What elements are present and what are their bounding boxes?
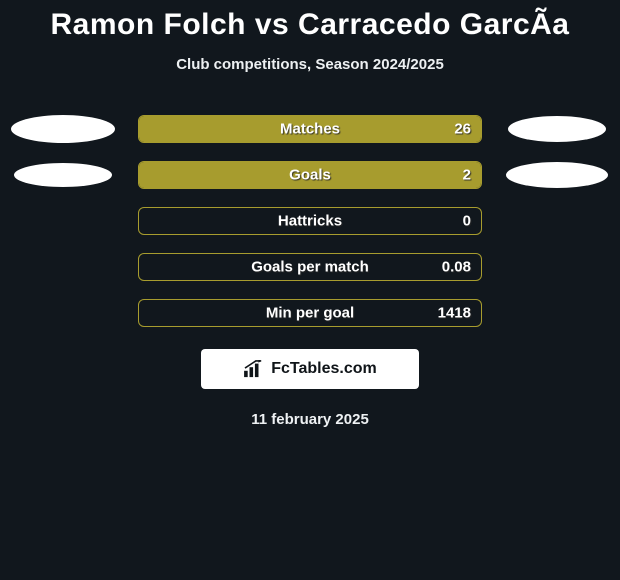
stat-row: Min per goal1418 xyxy=(0,299,620,327)
stat-label: Goals per match xyxy=(139,259,481,276)
stat-row: Goals per match0.08 xyxy=(0,253,620,281)
right-ellipse-slot xyxy=(502,116,612,142)
attribution-text: FcTables.com xyxy=(271,360,377,378)
stat-rows: Matches26 Goals2 Hattricks0 Goals per match… xyxy=(0,115,620,327)
stat-row: Hattricks0 xyxy=(0,207,620,235)
page-subtitle: Club competitions, Season 2024/2025 xyxy=(0,56,620,73)
stat-bar-fill xyxy=(139,162,481,188)
left-ellipse-slot xyxy=(8,115,118,143)
attribution-badge: FcTables.com xyxy=(201,349,419,389)
stat-value: 0 xyxy=(463,213,471,230)
player-left-ellipse xyxy=(11,115,115,143)
stat-bar: Goals2 xyxy=(138,161,482,189)
stat-label: Min per goal xyxy=(139,305,481,322)
stat-value: 0.08 xyxy=(442,259,471,276)
left-ellipse-slot xyxy=(8,163,118,187)
player-left-ellipse xyxy=(14,163,112,187)
stat-row: Goals2 xyxy=(0,161,620,189)
stat-label: Hattricks xyxy=(139,213,481,230)
comparison-infographic: Ramon Folch vs Carracedo GarcÃ­a Club co… xyxy=(0,0,620,580)
stat-bar: Goals per match0.08 xyxy=(138,253,482,281)
player-right-ellipse xyxy=(506,162,608,188)
stat-bar-fill xyxy=(139,116,481,142)
stat-row: Matches26 xyxy=(0,115,620,143)
footer-date: 11 february 2025 xyxy=(0,411,620,428)
bar-chart-icon xyxy=(243,360,265,378)
stat-bar: Min per goal1418 xyxy=(138,299,482,327)
stat-value: 1418 xyxy=(438,305,471,322)
stat-bar: Hattricks0 xyxy=(138,207,482,235)
right-ellipse-slot xyxy=(502,162,612,188)
stat-bar: Matches26 xyxy=(138,115,482,143)
player-right-ellipse xyxy=(508,116,606,142)
page-title: Ramon Folch vs Carracedo GarcÃ­a xyxy=(0,0,620,42)
